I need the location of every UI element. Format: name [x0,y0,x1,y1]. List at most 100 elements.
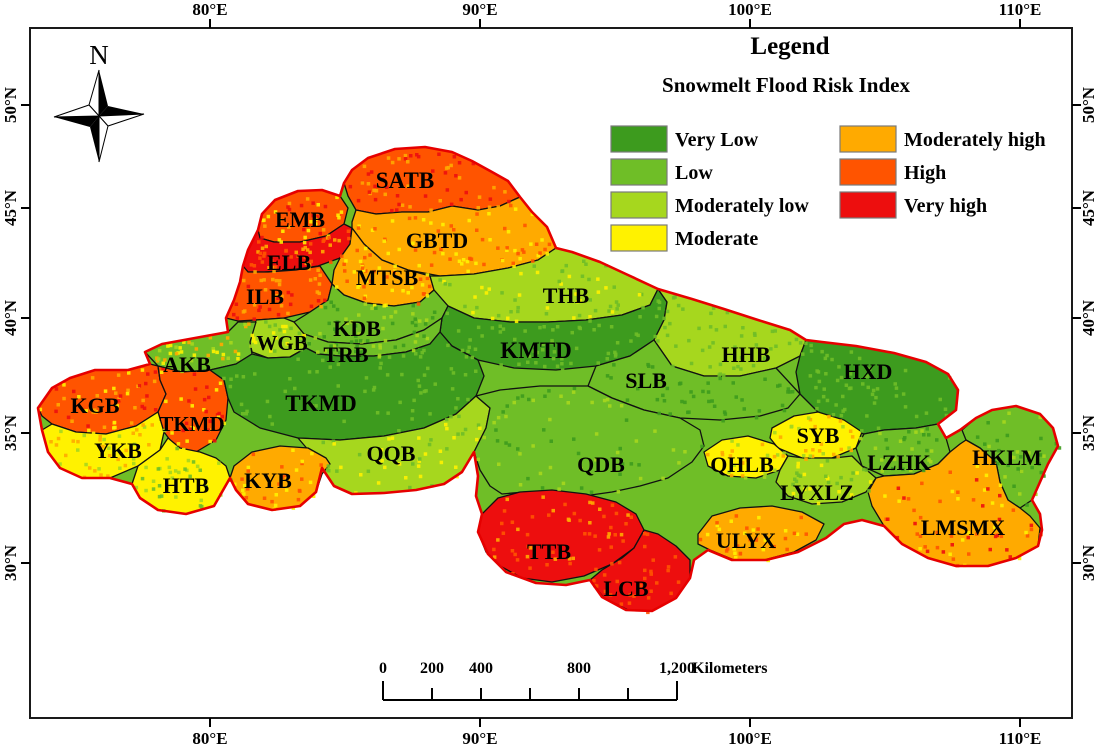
basin-polygons [37,146,1059,612]
raster-cell [974,454,979,458]
raster-cell [847,386,852,391]
raster-cell [66,415,71,420]
raster-cell [533,344,537,348]
raster-cell [782,408,787,413]
raster-cell [488,197,493,201]
raster-cell [1012,484,1016,488]
north-arrow-blade [53,104,101,118]
raster-cell [82,433,86,438]
raster-cell [751,528,756,532]
raster-cell [170,431,174,435]
raster-cell [866,385,870,390]
raster-cell [830,357,834,362]
raster-cell [572,437,576,441]
raster-cell [252,339,256,343]
raster-cell [501,327,506,331]
raster-cell [383,338,388,343]
raster-cell [287,201,292,206]
raster-cell [607,309,611,313]
raster-cell [773,468,777,472]
raster-cell [131,457,136,461]
basin-label-hxd: HXD [844,359,893,384]
raster-cell [578,518,582,523]
raster-cell [362,164,367,169]
raster-cell [443,171,448,175]
basin-label-qdb: QDB [577,452,625,477]
raster-cell [283,473,287,477]
raster-cell [173,469,178,473]
raster-cell [1038,453,1043,457]
raster-cell [545,306,550,310]
raster-cell [258,305,262,309]
raster-cell [358,259,363,264]
raster-cell [723,412,728,416]
raster-cell [518,483,523,487]
raster-cell [848,429,853,433]
raster-cell [831,413,836,417]
raster-cell [775,453,780,457]
basin-label-qqb: QQB [367,441,416,466]
raster-cell [461,432,465,436]
raster-cell [894,394,899,398]
raster-cell [221,356,225,361]
axis-tick-label: 40°N [1,299,20,336]
raster-cell [796,465,800,469]
raster-cell [406,291,410,295]
raster-cell [914,430,918,434]
raster-cell [657,411,661,416]
raster-cell [819,463,824,468]
raster-cell [711,341,715,345]
raster-cell [335,320,340,324]
raster-cell [661,393,665,398]
raster-cell [920,429,924,433]
raster-cell [343,354,348,359]
raster-cell [995,533,999,538]
raster-cell [574,292,578,296]
raster-cell [454,406,458,410]
raster-cell [315,215,319,219]
raster-cell [410,409,415,413]
raster-cell [865,374,869,378]
raster-cell [1030,465,1034,470]
raster-cell [98,438,102,442]
raster-cell [112,420,117,425]
raster-cell [760,442,765,447]
raster-cell [525,554,530,559]
raster-cell [323,298,327,303]
raster-cell [259,278,263,283]
raster-cell [331,439,336,443]
raster-cell [637,463,641,467]
raster-cell [307,342,311,346]
axis-tick-label: 50°N [1079,86,1098,123]
raster-cell [420,350,424,355]
raster-cell [273,265,278,269]
raster-cell [1037,462,1041,466]
raster-cell [383,465,387,470]
raster-cell [243,309,247,313]
raster-cell [249,344,253,348]
raster-cell [880,469,884,473]
raster-cell [417,263,421,268]
raster-cell [734,514,739,518]
raster-cell [686,410,690,415]
raster-cell [492,547,496,552]
raster-cell [982,488,987,492]
raster-cell [588,319,592,323]
raster-cell [950,543,954,547]
raster-cell [353,324,358,328]
raster-cell [572,511,577,516]
raster-cell [258,256,262,260]
raster-cell [545,563,549,567]
raster-cell [468,256,472,261]
raster-cell [54,409,58,414]
raster-cell [411,462,415,466]
raster-cell [182,340,186,344]
raster-cell [457,161,462,165]
raster-cell [189,358,194,363]
raster-cell [333,238,337,242]
raster-cell [587,277,591,282]
raster-cell [356,226,361,230]
raster-cell [185,468,189,473]
raster-cell [608,404,612,408]
raster-cell [340,254,344,258]
